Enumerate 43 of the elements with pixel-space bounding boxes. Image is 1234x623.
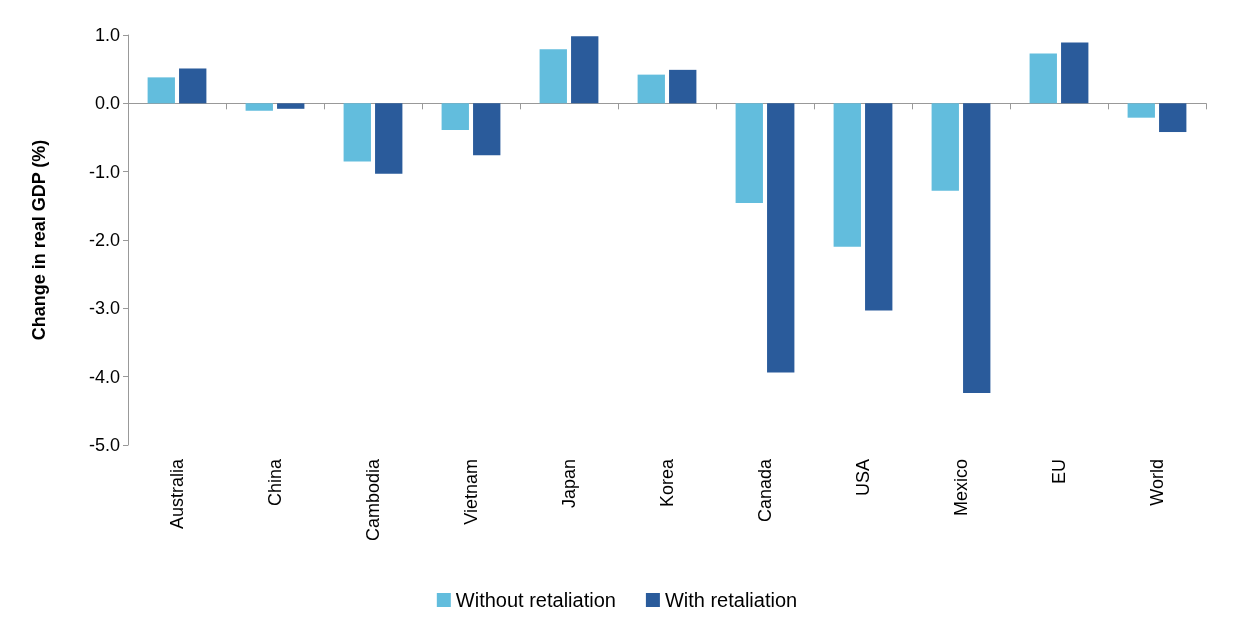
bar [1029, 53, 1057, 104]
bar [277, 103, 305, 109]
y-tick-label: -4.0 [88, 366, 120, 387]
bar [1159, 103, 1187, 133]
bar [931, 103, 959, 191]
x-tick-label: China [265, 458, 285, 507]
bar [1127, 103, 1155, 118]
legend-label: With retaliation [664, 589, 798, 611]
x-tick-label: Korea [657, 458, 677, 508]
x-tick-label: Mexico [951, 459, 971, 517]
bar [245, 103, 273, 111]
x-tick-label: Japan [559, 459, 579, 509]
x-tick-label: Canada [755, 458, 775, 523]
bar [735, 103, 763, 204]
bar [179, 68, 207, 104]
bar [963, 103, 991, 394]
y-tick-label: -5.0 [88, 435, 120, 455]
y-tick-label: 1.0 [94, 25, 120, 45]
bar [473, 103, 501, 156]
y-axis-title: Change in real GDP (%) [29, 139, 49, 341]
bar [833, 103, 861, 247]
bar [539, 49, 567, 104]
x-tick-label: EU [1049, 459, 1069, 485]
y-tick-label: -3.0 [88, 298, 120, 319]
bar [767, 103, 795, 373]
legend-label: Without retaliation [455, 589, 616, 611]
y-tick-label: 0.0 [94, 93, 120, 114]
bar [571, 36, 599, 104]
y-tick-label: -1.0 [88, 161, 120, 182]
x-tick-label: Cambodia [363, 458, 383, 542]
x-tick-label: Vietnam [461, 459, 481, 525]
bar [441, 103, 469, 130]
x-tick-label: World [1147, 459, 1167, 506]
bar [1061, 42, 1089, 104]
bar [637, 74, 665, 104]
x-tick-label: USA [853, 459, 873, 497]
bar [375, 103, 403, 174]
bar [669, 69, 697, 104]
bar [343, 103, 371, 162]
bar [865, 103, 893, 311]
x-tick-label: Australia [167, 458, 187, 530]
y-tick-label: -2.0 [88, 230, 120, 250]
bar [147, 77, 175, 104]
